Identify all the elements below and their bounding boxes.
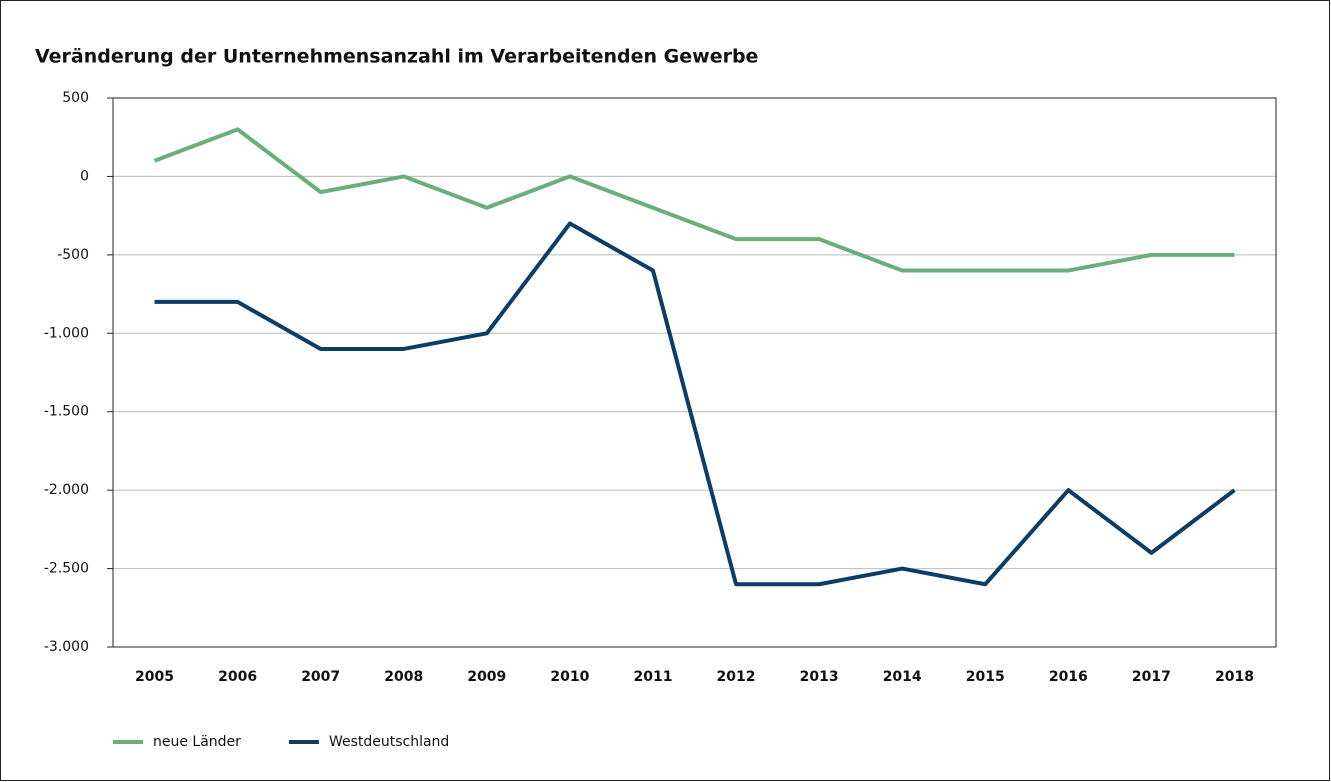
line-series <box>154 221 1236 587</box>
y-tick-label: -3.000 <box>44 639 89 655</box>
y-tick-label: -2.500 <box>44 561 89 577</box>
x-tick-label: 2011 <box>633 669 672 685</box>
x-tick-label: 2017 <box>1132 669 1171 685</box>
y-tick-label: 500 <box>62 90 89 106</box>
x-tick-label: 2005 <box>135 669 174 685</box>
y-tick-label: 0 <box>80 168 89 184</box>
x-tick-label: 2012 <box>717 669 756 685</box>
x-tick-label: 2016 <box>1049 669 1088 685</box>
x-tick-label: 2013 <box>800 669 839 685</box>
legend-label: Westdeutschland <box>329 734 449 750</box>
y-tick-label: -2.000 <box>44 482 89 498</box>
x-tick-label: 2006 <box>218 669 257 685</box>
plot-frame <box>112 97 1277 648</box>
x-tick-label: 2008 <box>384 669 423 685</box>
legend-label: neue Länder <box>153 734 241 750</box>
x-tick-label: 2010 <box>550 669 589 685</box>
x-tick-label: 2015 <box>966 669 1005 685</box>
chart-title: Veränderung der Unternehmensanzahl im Ve… <box>35 46 758 68</box>
x-tick-label: 2007 <box>301 669 340 685</box>
line-series <box>153 127 1235 273</box>
x-tick-label: 2009 <box>467 669 506 685</box>
x-tick-label: 2014 <box>883 669 922 685</box>
y-tick-label: -500 <box>57 247 89 263</box>
y-tick-label: -1.500 <box>44 404 89 420</box>
y-tick-label: -1.000 <box>44 325 89 341</box>
x-tick-label: 2018 <box>1215 669 1254 685</box>
